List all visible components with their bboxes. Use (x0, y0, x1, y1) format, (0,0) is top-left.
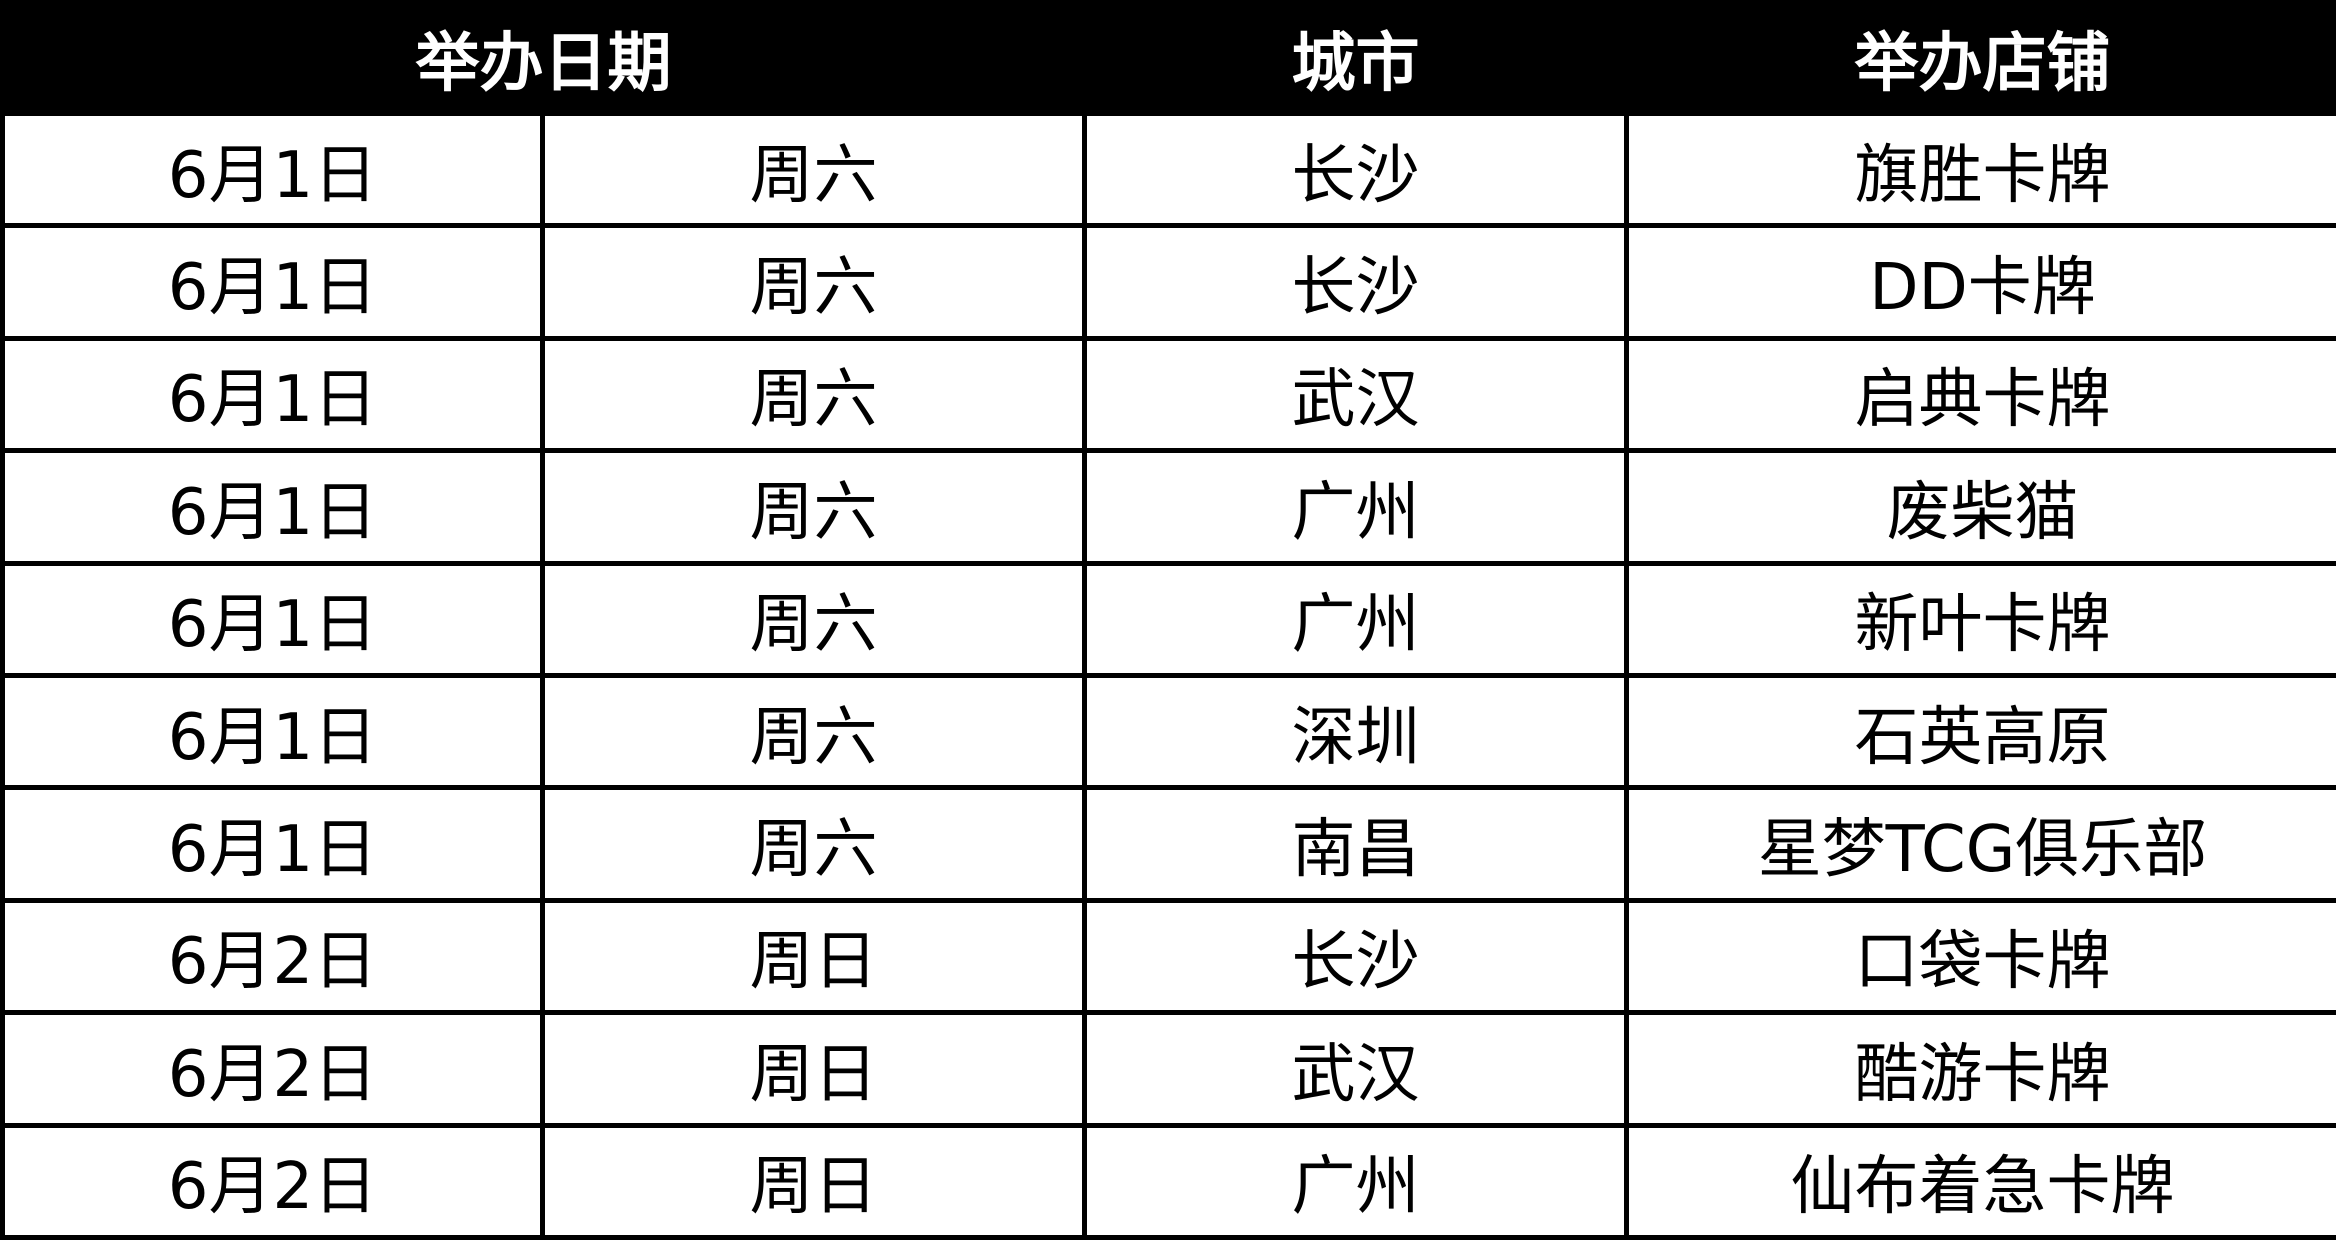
table-cell: 周六 (540, 560, 1087, 678)
table-cell: 启典卡牌 (1624, 335, 2336, 454)
header-cell: 城市 (1082, 0, 1629, 116)
table-row: 6月2日 周日 武汉 酷游卡牌 (0, 1010, 2336, 1128)
table-row: 6月1日 周六 南昌 星梦TCG俱乐部 (0, 785, 2336, 903)
table-row: 6月1日 周六 武汉 启典卡牌 (0, 335, 2336, 454)
table-cell: 周六 (540, 110, 1087, 229)
table-cell: 长沙 (1082, 110, 1629, 229)
table-cell: 长沙 (1082, 897, 1629, 1016)
table-body: 6月1日 周六 长沙 旗胜卡牌 6月1日 周六 长沙 DD卡牌 6月1日 周六 武汉 启典卡牌 6月1日… (0, 110, 2336, 1240)
table-row: 6月2日 周日 广州 仙布着急卡牌 (0, 1122, 2336, 1240)
table-cell: 南昌 (1082, 785, 1629, 903)
table-row: 6月1日 周六 长沙 DD卡牌 (0, 223, 2336, 341)
table-cell: 旗胜卡牌 (1624, 110, 2336, 229)
table-cell: 6月1日 (0, 785, 545, 903)
table-cell: 广州 (1082, 560, 1629, 678)
table-cell: 6月1日 (0, 335, 545, 454)
table-cell: 6月1日 (0, 223, 545, 341)
table-cell: 6月2日 (0, 1010, 545, 1128)
table-cell: 6月2日 (0, 897, 545, 1016)
table-cell: 酷游卡牌 (1624, 1010, 2336, 1128)
table-cell: 周日 (540, 1122, 1087, 1240)
table-cell: 星梦TCG俱乐部 (1624, 785, 2336, 903)
table-cell: 武汉 (1082, 1010, 1629, 1128)
table-cell: 6月1日 (0, 110, 545, 229)
table-cell: 周六 (540, 335, 1087, 454)
table-cell: 周日 (540, 897, 1087, 1016)
table-cell: 周六 (540, 223, 1087, 341)
table-cell: 6月1日 (0, 672, 545, 791)
table-row: 6月2日 周日 长沙 口袋卡牌 (0, 897, 2336, 1016)
table-row: 6月1日 周六 深圳 石英高原 (0, 672, 2336, 791)
table-cell: 深圳 (1082, 672, 1629, 791)
table-cell: 废柴猫 (1624, 448, 2336, 566)
header-cell: 举办店铺 (1624, 0, 2336, 116)
table-cell: 仙布着急卡牌 (1624, 1122, 2336, 1240)
table-row: 6月1日 周六 广州 新叶卡牌 (0, 560, 2336, 678)
table-cell: 广州 (1082, 1122, 1629, 1240)
table-cell: 6月2日 (0, 1122, 545, 1240)
table-cell: 口袋卡牌 (1624, 897, 2336, 1016)
table-cell: 周六 (540, 785, 1087, 903)
table-cell: 长沙 (1082, 223, 1629, 341)
table-cell: 周日 (540, 1010, 1087, 1128)
table-cell: 6月1日 (0, 560, 545, 678)
header-cell: 举办日期 (0, 0, 1087, 116)
table-cell: 石英高原 (1624, 672, 2336, 791)
table-row: 6月1日 周六 广州 废柴猫 (0, 448, 2336, 566)
table-cell: 广州 (1082, 448, 1629, 566)
table-header: 举办日期 城市 举办店铺 (0, 0, 2336, 116)
table-cell: DD卡牌 (1624, 223, 2336, 341)
table-row: 6月1日 周六 长沙 旗胜卡牌 (0, 110, 2336, 229)
table-cell: 武汉 (1082, 335, 1629, 454)
table-cell: 新叶卡牌 (1624, 560, 2336, 678)
table-cell: 周六 (540, 672, 1087, 791)
table-cell: 周六 (540, 448, 1087, 566)
table-cell: 6月1日 (0, 448, 545, 566)
header-row: 举办日期 城市 举办店铺 (0, 0, 2336, 116)
